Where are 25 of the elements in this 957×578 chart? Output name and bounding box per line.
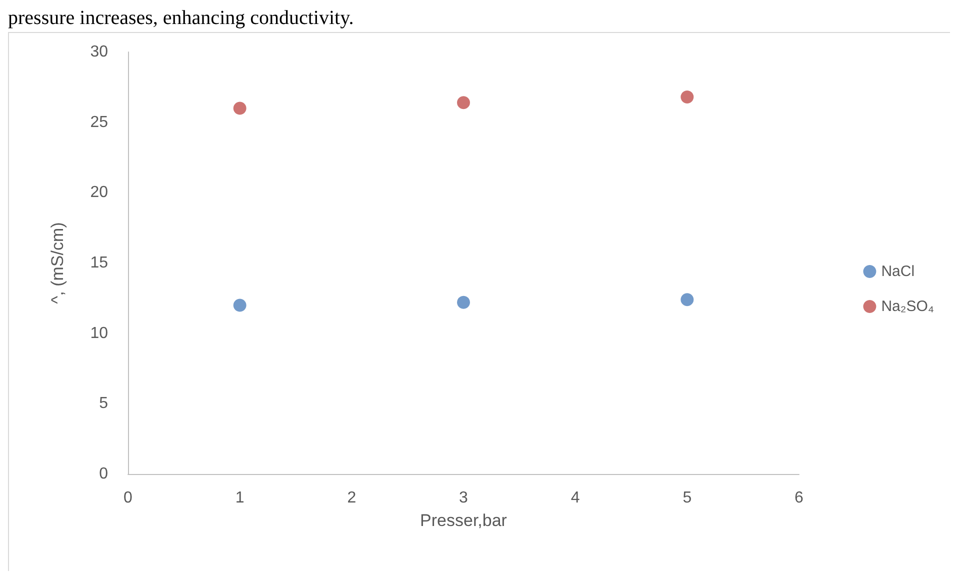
point [680, 90, 694, 104]
x-tick-label: 4 [570, 490, 580, 506]
x-tick-label: 0 [124, 490, 133, 506]
y-tick-label: 15 [90, 254, 108, 272]
legend-label: NaCl [881, 263, 915, 280]
text: pressure increases, enhancing conductivity. [8, 7, 354, 29]
legend-label: Na₂SO₄ [881, 298, 934, 315]
x-tick-label: 1 [235, 490, 244, 506]
y-tick-label: 0 [99, 466, 108, 482]
x-tick-label: 6 [794, 490, 804, 506]
point [233, 298, 246, 312]
y-tick-label: 30 [90, 44, 108, 60]
y-tick-label: 20 [90, 184, 108, 202]
y-tick-label: 10 [90, 324, 108, 342]
y-axis-title: ^, (mS/cm) [48, 222, 67, 304]
x-axis-title: Presser,bar [420, 511, 508, 530]
x-tick-label: 3 [459, 490, 468, 506]
point [680, 293, 694, 306]
y-tick-label: 25 [90, 114, 108, 131]
point [233, 102, 246, 115]
x-tick-label: 2 [347, 490, 356, 506]
y-tick-label: 5 [99, 395, 108, 412]
point [457, 96, 470, 110]
x-tick-label: 5 [682, 490, 692, 506]
point [457, 296, 470, 309]
